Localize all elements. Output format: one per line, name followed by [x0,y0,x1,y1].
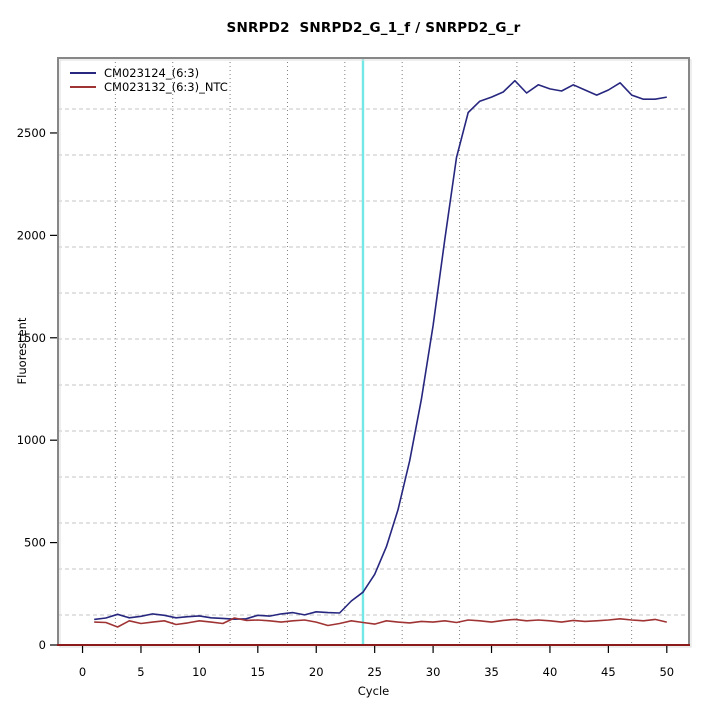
x-tick-label: 10 [192,665,207,679]
x-tick-label: 35 [484,665,499,679]
series-curve [94,79,667,621]
plot-frame-highlight [59,59,692,648]
y-tick-label: 2500 [17,126,46,140]
x-tick-label: 0 [79,665,86,679]
chart-title: SNRPD2 SNRPD2_G_1_f / SNRPD2_G_r [226,20,521,36]
x-tick-label: 20 [309,665,324,679]
x-tick-label: 30 [426,665,441,679]
x-tick-label: 40 [543,665,558,679]
x-axis-label: Cycle [357,684,390,698]
x-tick-label: 50 [659,665,674,679]
legend-label: CM023124_(6:3) [104,66,200,80]
y-tick-label: 1500 [17,331,46,345]
legend-item: CM023124_(6:3) [70,66,228,80]
x-tick-label: 45 [601,665,616,679]
y-tick-label: 2000 [17,228,46,242]
legend-line-swatch [70,72,96,74]
y-tick-label: 0 [39,638,46,652]
x-tick-label: 5 [137,665,144,679]
legend-line-swatch [70,86,96,88]
x-tick-label: 15 [250,665,265,679]
legend: CM023124_(6:3) CM023132_(6:3)_NTC [70,66,228,94]
y-tick-label: 500 [24,536,46,550]
series-curve [94,617,667,628]
legend-label: CM023132_(6:3)_NTC [104,80,228,94]
plot-frame [57,57,690,646]
legend-item: CM023132_(6:3)_NTC [70,80,228,94]
x-tick-label: 25 [367,665,382,679]
y-tick-label: 1000 [17,433,46,447]
